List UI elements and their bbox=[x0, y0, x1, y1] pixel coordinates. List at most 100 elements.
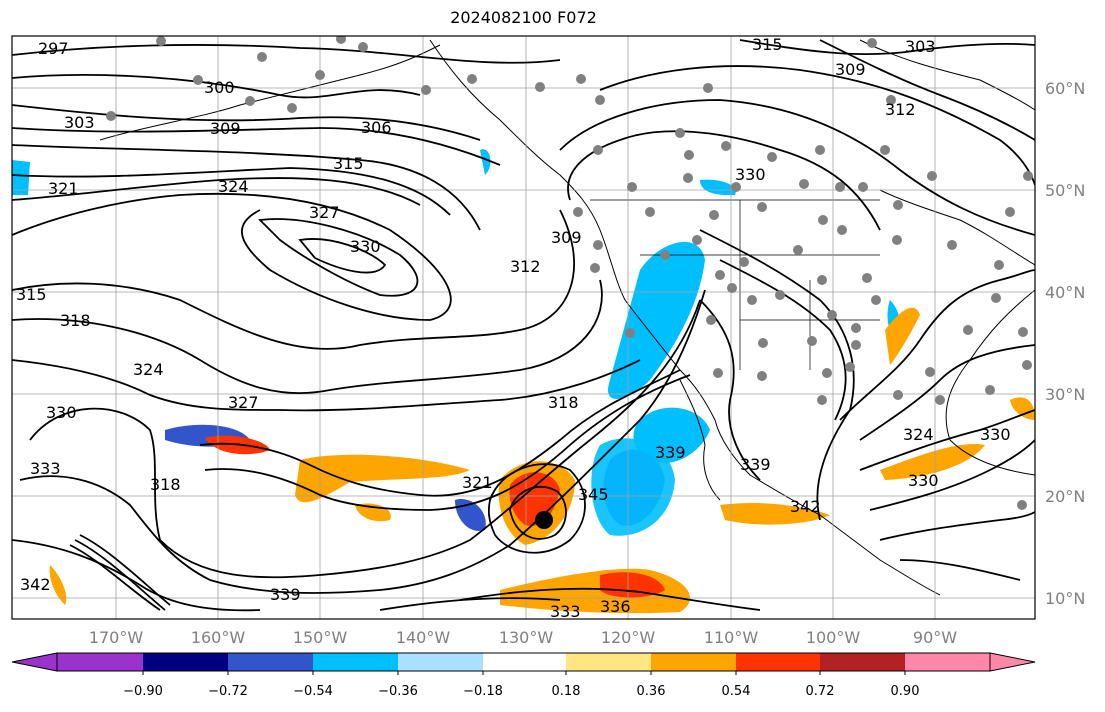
contour-line bbox=[12, 167, 451, 216]
station-dot bbox=[835, 182, 845, 192]
colorbar-bin bbox=[483, 653, 566, 671]
contour-layer bbox=[12, 39, 1035, 612]
station-dot bbox=[892, 235, 902, 245]
lon-label: 100°W bbox=[806, 628, 861, 647]
colorbar-bin bbox=[313, 653, 398, 671]
contour-label: 318 bbox=[548, 393, 579, 412]
contour-line bbox=[12, 127, 501, 166]
station-dot bbox=[758, 338, 768, 348]
station-dot bbox=[709, 210, 719, 220]
station-dot bbox=[703, 83, 713, 93]
storm-center-marker bbox=[535, 511, 553, 529]
contour-line bbox=[859, 409, 1035, 471]
station-dot bbox=[858, 182, 868, 192]
contour-label: 333 bbox=[30, 459, 61, 478]
shade-positive bbox=[1010, 397, 1035, 420]
colorbar-bin bbox=[651, 653, 736, 671]
contour-line bbox=[12, 44, 561, 64]
colorbar-tick-label: 0.54 bbox=[722, 684, 751, 699]
station-dot bbox=[822, 368, 832, 378]
contour-label: 342 bbox=[790, 497, 821, 516]
station-dot bbox=[994, 260, 1004, 270]
contour-label: 315 bbox=[16, 285, 47, 304]
station-dot bbox=[851, 340, 861, 350]
station-dot bbox=[358, 42, 368, 52]
shade-positive bbox=[720, 503, 830, 525]
contour-label: 297 bbox=[38, 39, 69, 58]
station-dot bbox=[818, 215, 828, 225]
contour-label: 339 bbox=[655, 443, 686, 462]
colorbar: −0.90 −0.72 −0.54 −0.36 −0.18 0.18 0.36 … bbox=[11, 652, 1036, 699]
colorbar-bin bbox=[566, 653, 651, 671]
contour-label: 303 bbox=[905, 37, 936, 56]
station-dot bbox=[1022, 360, 1032, 370]
contour-label: 330 bbox=[908, 471, 939, 490]
lat-label: 40°N bbox=[1045, 283, 1085, 302]
contour-line bbox=[567, 130, 881, 231]
contour-line bbox=[74, 539, 166, 611]
contour-line bbox=[869, 439, 1035, 511]
colorbar-tick-label: 0.36 bbox=[637, 684, 666, 699]
station-dot bbox=[590, 263, 600, 273]
station-dot bbox=[757, 202, 767, 212]
station-dot bbox=[886, 95, 896, 105]
lat-label: 50°N bbox=[1045, 181, 1085, 200]
shade-positive bbox=[880, 444, 985, 480]
contour-line bbox=[699, 229, 855, 521]
contour-label: 300 bbox=[204, 78, 235, 97]
contour-line bbox=[12, 539, 261, 612]
station-dot bbox=[675, 128, 685, 138]
colorbar-bin bbox=[398, 653, 483, 671]
lat-label: 60°N bbox=[1045, 79, 1085, 98]
coastline bbox=[945, 289, 1035, 476]
station-dot bbox=[193, 75, 203, 85]
station-dot bbox=[991, 293, 1001, 303]
contour-label: 315 bbox=[752, 35, 783, 54]
station-dot bbox=[576, 74, 586, 84]
station-dot bbox=[880, 145, 890, 155]
contour-line bbox=[509, 485, 567, 540]
station-dot bbox=[739, 257, 749, 267]
shade-negative bbox=[700, 179, 736, 196]
station-dot bbox=[731, 182, 741, 192]
station-dot bbox=[947, 240, 957, 250]
shade-negative bbox=[608, 241, 705, 399]
contour-label: 345 bbox=[578, 485, 609, 504]
contour-line bbox=[69, 544, 161, 611]
contour-line bbox=[199, 369, 681, 497]
contour-line bbox=[699, 299, 761, 481]
station-dot bbox=[692, 235, 702, 245]
station-dot bbox=[257, 52, 267, 62]
shade-positive bbox=[885, 307, 920, 365]
contour-label: 321 bbox=[48, 179, 79, 198]
coastline bbox=[679, 379, 721, 501]
lon-label: 130°W bbox=[499, 628, 554, 647]
state-border bbox=[590, 199, 880, 370]
station-dot bbox=[715, 270, 725, 280]
station-dots bbox=[106, 36, 1033, 510]
coastline bbox=[99, 44, 441, 141]
lon-label: 160°W bbox=[191, 628, 246, 647]
contour-line bbox=[12, 209, 575, 350]
contour-line bbox=[19, 289, 706, 594]
contour-label: 330 bbox=[350, 237, 381, 256]
station-dot bbox=[684, 150, 694, 160]
colorbar-tick-label: −0.54 bbox=[293, 684, 333, 699]
contour-label: 339 bbox=[270, 585, 301, 604]
colorbar-tick-label: −0.90 bbox=[123, 684, 163, 699]
contour-line bbox=[487, 463, 586, 554]
station-dot bbox=[817, 275, 827, 285]
contour-label: 339 bbox=[740, 455, 771, 474]
colorbar-bin bbox=[820, 653, 905, 671]
colorbar-extend-high bbox=[989, 652, 1036, 672]
contour-label: 309 bbox=[210, 119, 241, 138]
contour-label: 324 bbox=[133, 360, 164, 379]
contour-line bbox=[599, 65, 1035, 186]
shading-layer bbox=[12, 149, 1035, 614]
contour-line bbox=[12, 177, 421, 206]
station-dot bbox=[935, 395, 945, 405]
contour-line bbox=[719, 259, 847, 421]
contour-line bbox=[79, 534, 171, 606]
map-frame bbox=[11, 35, 1036, 620]
contour-label: 330 bbox=[46, 403, 77, 422]
